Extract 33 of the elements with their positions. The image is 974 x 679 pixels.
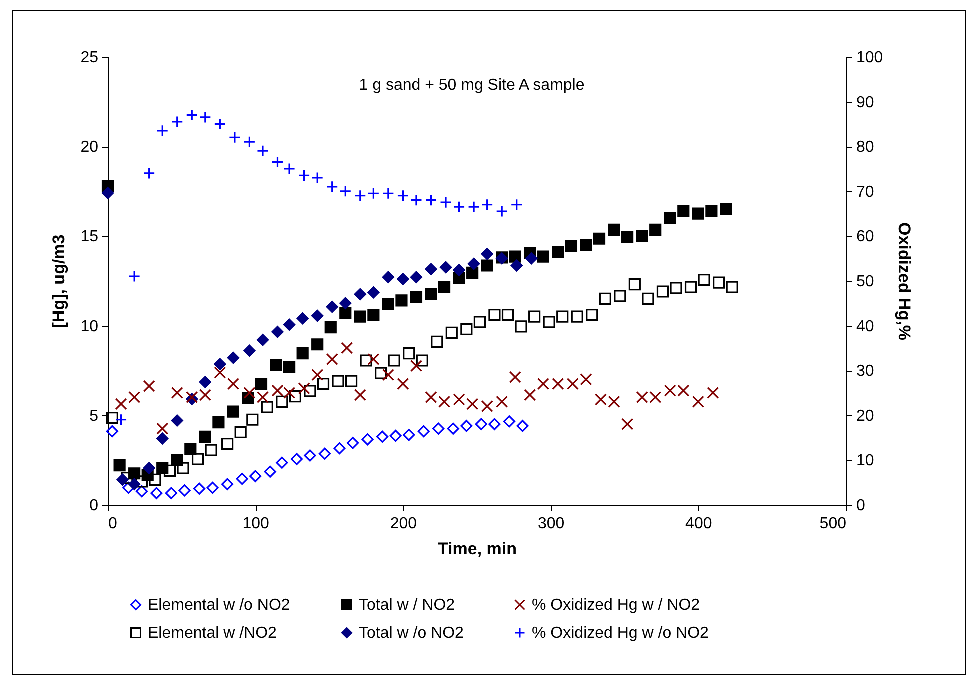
y2-axis-title: Oxidized Hg,%: [895, 222, 914, 341]
legend-label: Elemental w /NO2: [148, 625, 278, 642]
x-tick-label: 100: [242, 516, 270, 532]
y2-tick-label: 0: [856, 498, 866, 514]
y-tick-label: 5: [90, 408, 99, 425]
x-tick-label: 400: [686, 516, 712, 532]
x-tick-label: 300: [538, 516, 565, 532]
x-tick-label: 0: [108, 516, 118, 532]
legend-label: % Oxidized Hg w / NO2: [532, 597, 700, 614]
y-tick-label: 20: [80, 139, 99, 156]
y2-tick-label: 80: [856, 139, 874, 156]
legend-label: % Oxidized Hg w /o NO2: [532, 625, 710, 642]
legend-label: Elemental w /o NO2: [148, 597, 290, 614]
y-tick-label: 10: [80, 318, 99, 336]
y2-tick-label: 90: [856, 94, 874, 112]
x-axis-title: Time, min: [438, 540, 518, 558]
y2-tick-label: 70: [856, 184, 874, 201]
y-tick-label: 0: [90, 498, 99, 514]
y2-tick-label: 30: [856, 363, 874, 380]
legend-label: Total w / NO2: [359, 597, 456, 614]
x-tick-label: 200: [390, 516, 418, 532]
y2-tick-label: 50: [856, 274, 874, 290]
annotation: 1 g sand + 50 mg Site A sample: [359, 77, 585, 94]
y2-tick-label: 10: [856, 452, 874, 470]
y-axis-title: [Hg], ug/m3: [50, 234, 69, 328]
y2-tick-label: 40: [856, 318, 874, 336]
y2-tick-label: 60: [856, 228, 874, 246]
y2-tick-label: 20: [856, 408, 874, 425]
y-tick-label: 25: [80, 50, 99, 66]
y-tick-label: 15: [80, 228, 99, 246]
x-tick-label: 500: [820, 516, 847, 532]
legend-label: Total w /o NO2: [359, 625, 464, 642]
y2-tick-label: 100: [856, 50, 884, 66]
